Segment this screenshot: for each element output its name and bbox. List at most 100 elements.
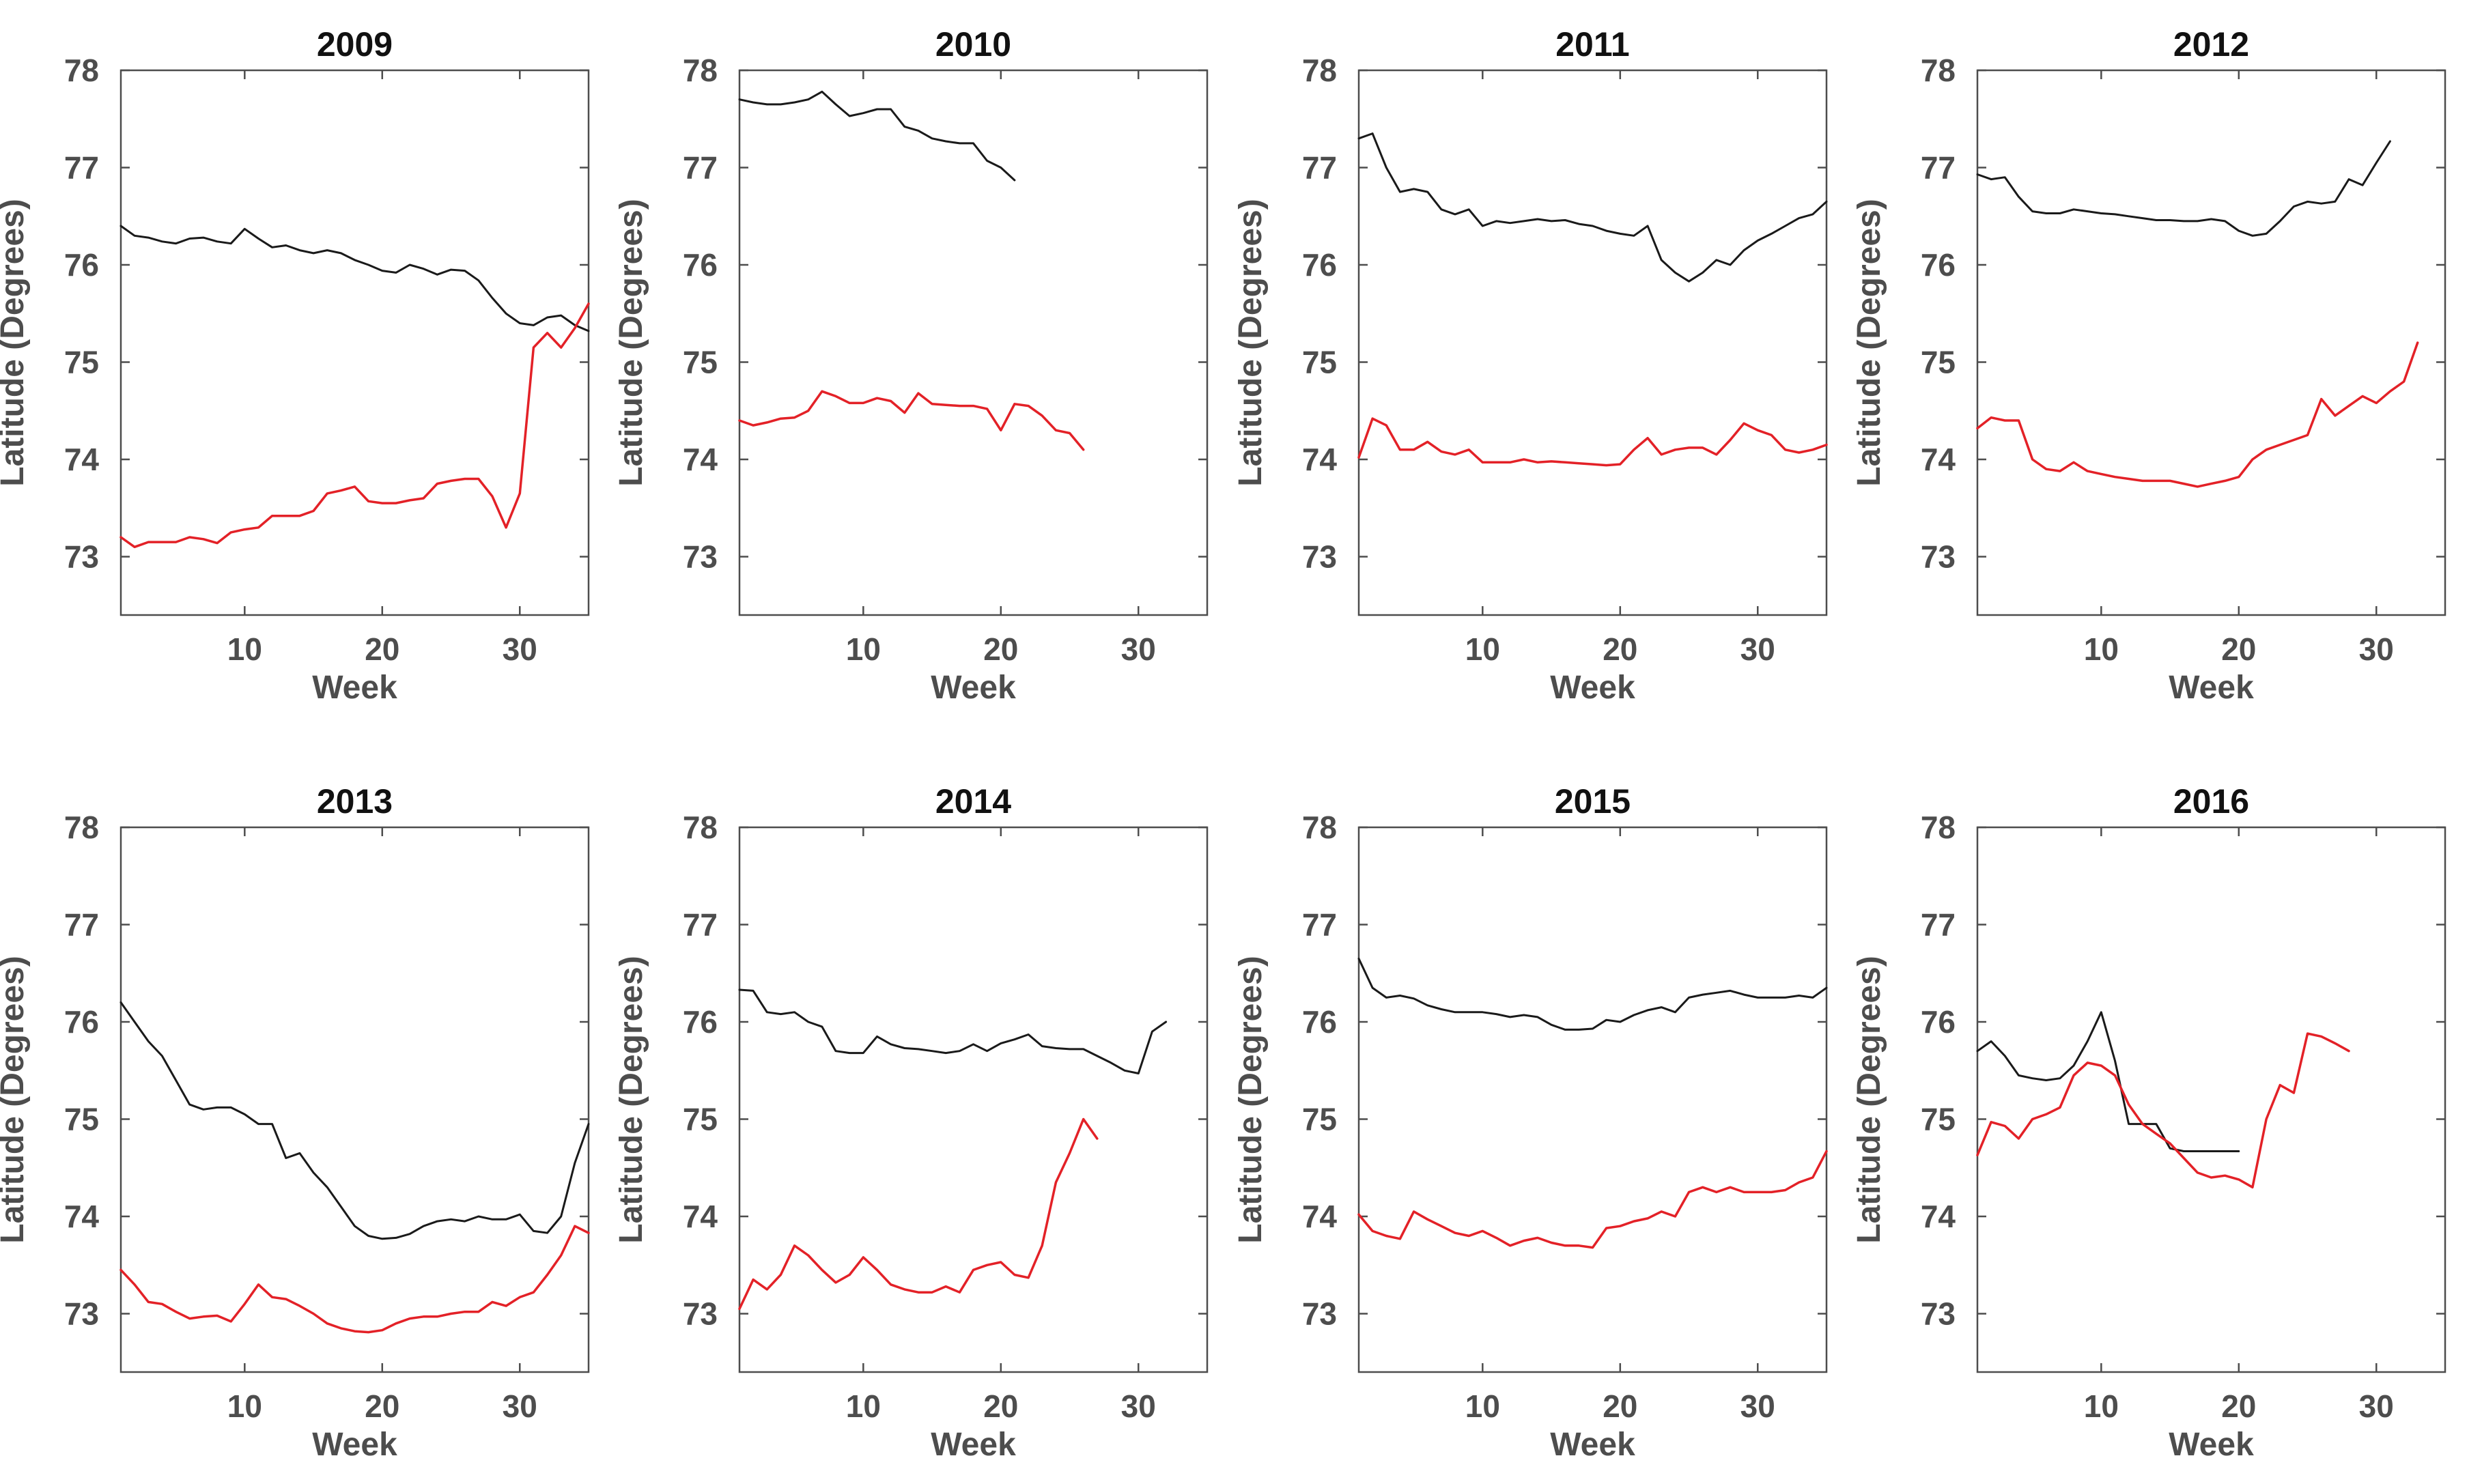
y-axis-label: Latitude (Degrees): [1238, 199, 1269, 486]
x-tick-label: 20: [1603, 1388, 1637, 1424]
y-tick-label: 73: [1302, 1296, 1337, 1332]
x-axis-label: Week: [931, 670, 1016, 706]
y-axis-label: Latitude (Degrees): [0, 956, 31, 1243]
y-tick-label: 73: [683, 539, 718, 575]
red_line: [1976, 341, 2419, 488]
x-tick-label: 30: [1740, 1388, 1775, 1424]
x-axis-label: Week: [312, 670, 397, 706]
x-tick-label: 30: [1121, 1388, 1156, 1424]
x-tick-label: 10: [1465, 1388, 1500, 1424]
chart-title: 2009: [317, 25, 393, 63]
y-tick-label: 73: [1921, 1296, 1956, 1332]
red_line: [119, 1225, 590, 1334]
x-tick-label: 20: [983, 631, 1018, 667]
y-tick-label: 78: [1302, 53, 1337, 88]
x-axis-label: Week: [312, 1427, 397, 1463]
y-tick-label: 76: [683, 1004, 718, 1040]
x-axis-label: Week: [1550, 670, 1635, 706]
axes-box: [119, 826, 590, 1373]
y-tick-label: 73: [1302, 539, 1337, 575]
x-tick-label: 30: [503, 631, 537, 667]
y-tick-label: 73: [64, 539, 99, 575]
subplot-2015: 2015 Latitude (Degrees) Week 78 77 76 75 74 73 10…: [1238, 757, 1857, 1484]
y-tick-label: 78: [1921, 810, 1956, 845]
y-tick-label: 76: [1302, 247, 1337, 283]
y-tick-label: 76: [1302, 1004, 1337, 1040]
x-tick-label: 30: [1740, 631, 1775, 667]
y-tick-label: 77: [683, 907, 718, 943]
red_line: [738, 1117, 1099, 1311]
chart-2015: 2015 Latitude (Degrees) Week 78 77 76 75 74 73 10…: [1238, 782, 1828, 1463]
red_line: [119, 302, 590, 549]
subplot-2014: 2014 Latitude (Degrees) Week 78 77 76 75 74 73 10…: [619, 757, 1237, 1484]
axes-box: [738, 826, 1209, 1373]
y-axis-label: Latitude (Degrees): [0, 199, 31, 486]
x-tick-label: 10: [846, 631, 881, 667]
x-tick-label: 20: [983, 1388, 1018, 1424]
y-tick-label: 76: [1921, 1004, 1956, 1040]
x-tick-label: 30: [2359, 1388, 2394, 1424]
x-tick-label: 20: [365, 631, 399, 667]
y-tick-label: 78: [64, 810, 99, 845]
y-axis-label: Latitude (Degrees): [1857, 956, 1887, 1243]
black_line: [1976, 1011, 2240, 1152]
x-tick-label: 10: [846, 1388, 881, 1424]
subplot-2010: 2010 Latitude (Degrees) Week 78 77 76 75 74 73 10…: [619, 0, 1237, 757]
chart-2014: 2014 Latitude (Degrees) Week 78 77 76 75 74 73 10…: [619, 782, 1209, 1463]
y-tick-label: 77: [683, 150, 718, 186]
subplot-2012: 2012 Latitude (Degrees) Week 78 77 76 75 74 73 10…: [1857, 0, 2475, 757]
y-tick-label: 74: [64, 1199, 100, 1234]
chart-title: 2015: [1555, 782, 1631, 821]
y-axis-label: Latitude (Degrees): [619, 199, 649, 486]
y-tick-label: 77: [64, 907, 99, 943]
axes-box: [1357, 69, 1828, 616]
axes-box: [1357, 826, 1828, 1373]
chart-title: 2011: [1555, 25, 1629, 63]
y-tick-label: 73: [64, 1296, 99, 1332]
y-tick-label: 74: [1302, 442, 1338, 477]
x-tick-label: 10: [2084, 631, 2119, 667]
red_line: [738, 390, 1085, 451]
chart-2011: 2011 Latitude (Degrees) Week 78 77 76 75 74 73 10…: [1238, 25, 1828, 706]
x-axis-label: Week: [2169, 670, 2254, 706]
y-tick-label: 76: [683, 247, 718, 283]
y-tick-label: 76: [64, 1004, 99, 1040]
axes-box: [119, 69, 590, 616]
chart-title: 2010: [935, 25, 1011, 63]
red_line: [1357, 1150, 1828, 1249]
y-tick-label: 75: [64, 345, 99, 380]
black_line: [1357, 957, 1828, 1031]
x-tick-label: 20: [1603, 631, 1637, 667]
x-tick-label: 10: [227, 631, 262, 667]
axes-box: [1976, 826, 2446, 1373]
y-tick-label: 78: [1302, 810, 1337, 845]
y-tick-label: 74: [683, 1199, 718, 1234]
chart-title: 2014: [935, 782, 1011, 821]
subplot-2011: 2011 Latitude (Degrees) Week 78 77 76 75 74 73 10…: [1238, 0, 1857, 757]
y-tick-label: 74: [1921, 442, 1956, 477]
y-tick-label: 78: [683, 810, 718, 845]
y-tick-label: 75: [1302, 345, 1337, 380]
y-axis-label: Latitude (Degrees): [619, 956, 649, 1243]
black_line: [1357, 132, 1828, 283]
black_line: [738, 988, 1168, 1074]
chart-2010: 2010 Latitude (Degrees) Week 78 77 76 75 74 73 10…: [619, 25, 1209, 706]
y-tick-label: 75: [64, 1102, 99, 1137]
black_line: [119, 1001, 590, 1240]
y-tick-label: 74: [1302, 1199, 1338, 1234]
y-axis-label: Latitude (Degrees): [1857, 199, 1887, 486]
axes-box: [1976, 69, 2446, 616]
y-tick-label: 73: [683, 1296, 718, 1332]
black_line: [738, 90, 1016, 182]
chart-title: 2012: [2173, 25, 2249, 63]
y-tick-label: 77: [1921, 150, 1956, 186]
subplot-2013: 2013 Latitude (Degrees) Week 78 77 76 75 74 73 10…: [0, 757, 619, 1484]
x-tick-label: 10: [1465, 631, 1500, 667]
y-tick-label: 76: [64, 247, 99, 283]
chart-2012: 2012 Latitude (Degrees) Week 78 77 76 75 74 73 10…: [1857, 25, 2446, 706]
y-tick-label: 78: [64, 53, 99, 88]
x-tick-label: 10: [2084, 1388, 2119, 1424]
y-tick-label: 75: [683, 345, 718, 380]
chart-2016: 2016 Latitude (Degrees) Week 78 77 76 75 74 73 10…: [1857, 782, 2446, 1463]
